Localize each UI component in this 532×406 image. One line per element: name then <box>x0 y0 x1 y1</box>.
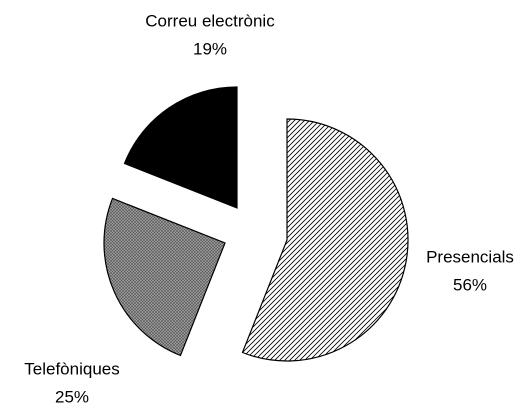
slice-label: Presencials <box>426 247 514 266</box>
slice-value-label: 25% <box>55 387 89 406</box>
slice-value-label: 56% <box>453 275 487 294</box>
pie-slice <box>241 118 409 362</box>
slice-value-label: 19% <box>193 39 227 58</box>
pie-slice <box>123 86 238 209</box>
slice-label: Correu electrònic <box>145 11 275 30</box>
pie-slice <box>103 197 226 357</box>
slice-label: Telefòniques <box>24 359 119 378</box>
